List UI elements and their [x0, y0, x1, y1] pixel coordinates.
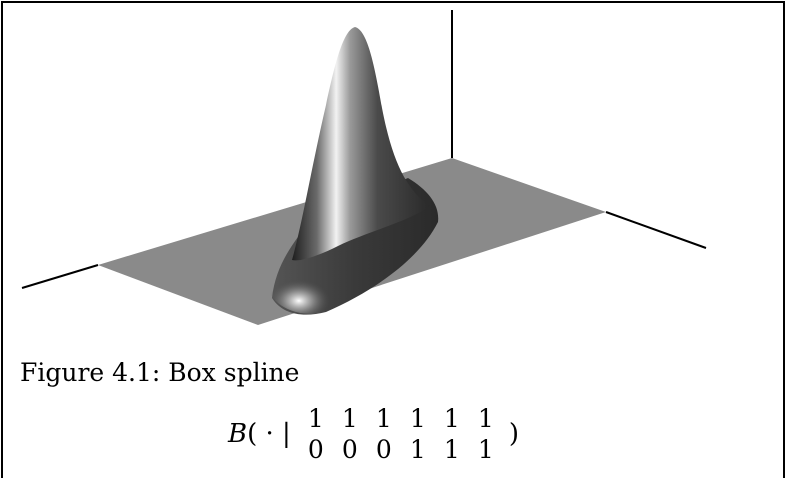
matrix-cell: 0	[375, 435, 392, 464]
formula-function: B	[228, 419, 248, 449]
matrix-cell: 1	[409, 404, 426, 433]
direction-matrix: 1 1 1 1 1 1 0 0 0 1 1 1	[299, 406, 503, 462]
matrix-cell: 1	[307, 404, 324, 433]
surface-highlight	[268, 254, 356, 314]
matrix-cell: 0	[341, 435, 358, 464]
figure-caption: Figure 4.1: Box spline	[20, 358, 300, 387]
matrix-cell: 1	[477, 435, 494, 464]
matrix-cell: 0	[307, 435, 324, 464]
formula-close: )	[508, 419, 519, 449]
matrix-cell: 1	[375, 404, 392, 433]
matrix-cell: 1	[409, 435, 426, 464]
matrix-cell: 1	[477, 404, 494, 433]
box-spline-formula: B ( · | 1 1 1 1 1 1 0 0 0 1 1 1 )	[228, 394, 519, 474]
left-axis	[21, 264, 99, 289]
matrix-cell: 1	[443, 404, 460, 433]
box-spline-surface-plot	[21, 10, 707, 325]
matrix-cell: 1	[443, 435, 460, 464]
surface-peak	[292, 27, 430, 261]
right-axis	[605, 211, 707, 249]
matrix-cell: 1	[341, 404, 358, 433]
formula-open: ( · |	[247, 419, 291, 449]
